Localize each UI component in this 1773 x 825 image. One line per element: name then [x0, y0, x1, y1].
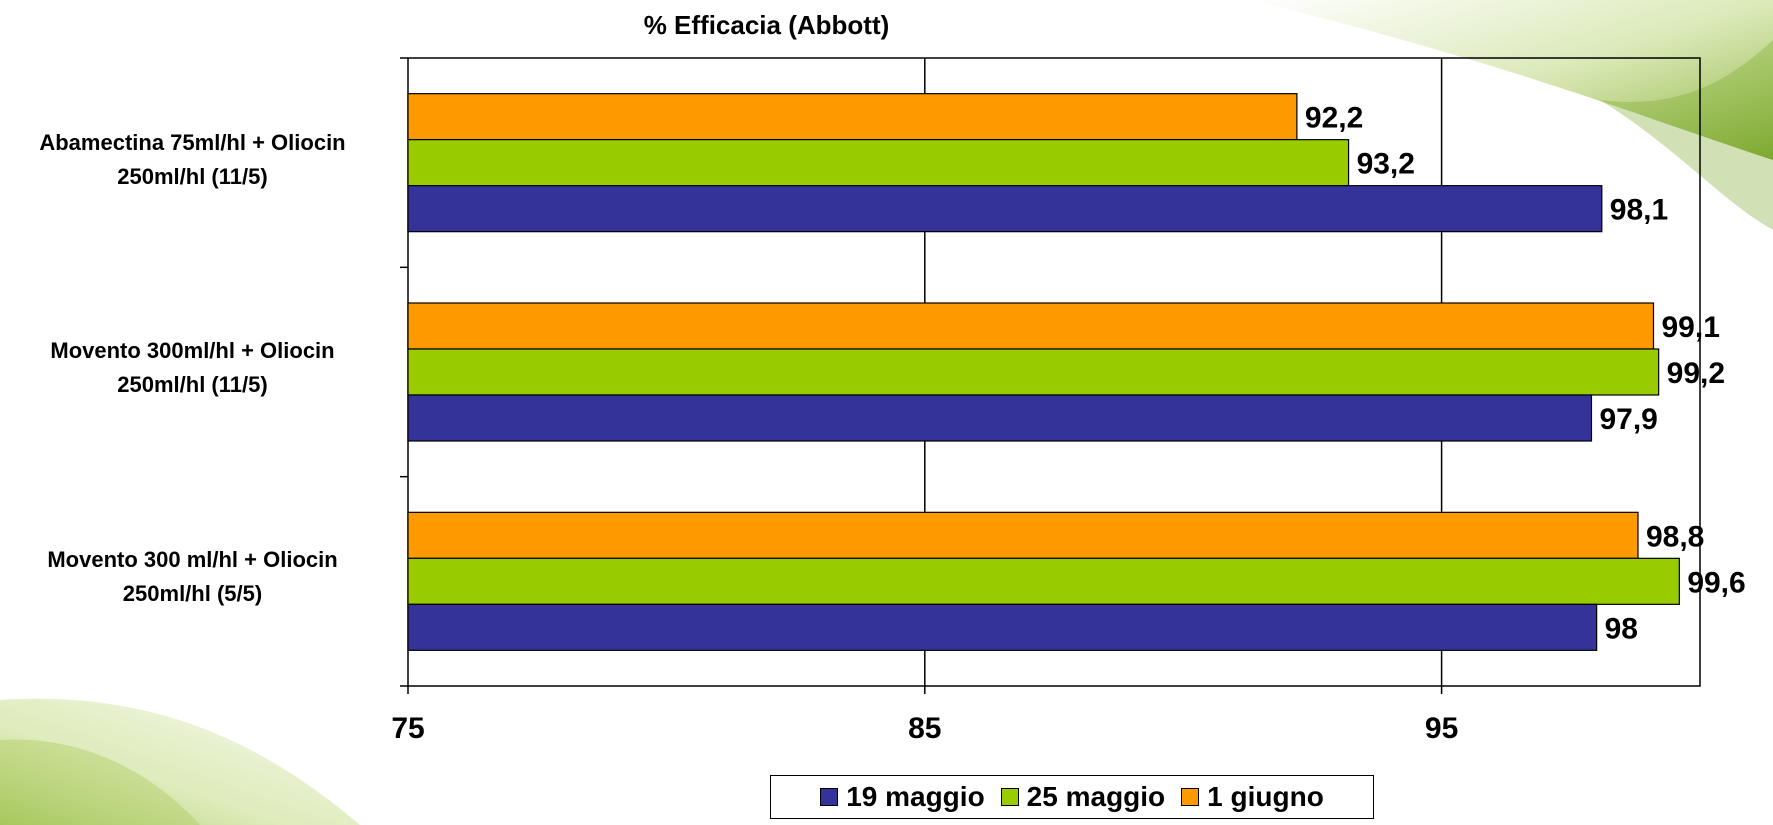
legend-item-19-maggio: 19 maggio — [820, 781, 985, 813]
category-label-movento-5-5: Movento 300 ml/hl + Oliocin 250ml/hl (5/… — [0, 543, 385, 611]
category-label-line: Abamectina 75ml/hl + Oliocin — [39, 130, 346, 155]
data-label: 99,6 — [1687, 566, 1745, 599]
legend-label: 1 giugno — [1207, 781, 1324, 812]
category-label-movento-11-5: Movento 300ml/hl + Oliocin 250ml/hl (11/… — [0, 334, 385, 402]
data-label: 97,9 — [1599, 403, 1657, 436]
data-label: 98,1 — [1610, 194, 1668, 227]
category-label-line: Movento 300ml/hl + Oliocin — [50, 338, 335, 363]
data-label: 99,1 — [1661, 311, 1719, 344]
bar — [407, 139, 1350, 187]
x-tick-label: 85 — [908, 712, 941, 745]
bar — [407, 394, 1593, 442]
legend-label: 19 maggio — [846, 781, 985, 812]
bar — [407, 603, 1598, 651]
legend-swatch — [820, 788, 839, 806]
chart-legend: 19 maggio 25 maggio 1 giugno — [770, 775, 1374, 819]
x-tick-label: 95 — [1425, 712, 1458, 745]
bar — [407, 302, 1655, 350]
category-label-line: 250ml/hl (11/5) — [117, 372, 268, 397]
legend-swatch — [1000, 788, 1019, 806]
data-label: 99,2 — [1667, 357, 1725, 390]
category-label-line: 250ml/hl (5/5) — [122, 581, 263, 606]
category-label-line: 250ml/hl (11/5) — [117, 164, 268, 189]
bar — [407, 185, 1603, 233]
legend-swatch — [1181, 788, 1200, 806]
data-label: 92,2 — [1305, 102, 1363, 135]
data-label: 98 — [1605, 612, 1638, 645]
legend-label: 25 maggio — [1026, 781, 1166, 812]
category-label-abamectina: Abamectina 75ml/hl + Oliocin 250ml/hl (1… — [0, 126, 385, 194]
category-label-line: Movento 300 ml/hl + Oliocin — [47, 547, 338, 572]
bar — [407, 557, 1680, 605]
chart-title: % Efficacia (Abbott) — [643, 10, 890, 40]
data-label: 98,8 — [1646, 520, 1704, 553]
legend-item-25-maggio: 25 maggio — [1000, 781, 1166, 813]
bar — [407, 348, 1660, 396]
data-label: 93,2 — [1357, 148, 1415, 181]
legend-item-1-giugno: 1 giugno — [1181, 781, 1324, 813]
x-tick-label: 75 — [391, 712, 424, 745]
bar — [407, 511, 1639, 559]
bar — [407, 93, 1298, 141]
